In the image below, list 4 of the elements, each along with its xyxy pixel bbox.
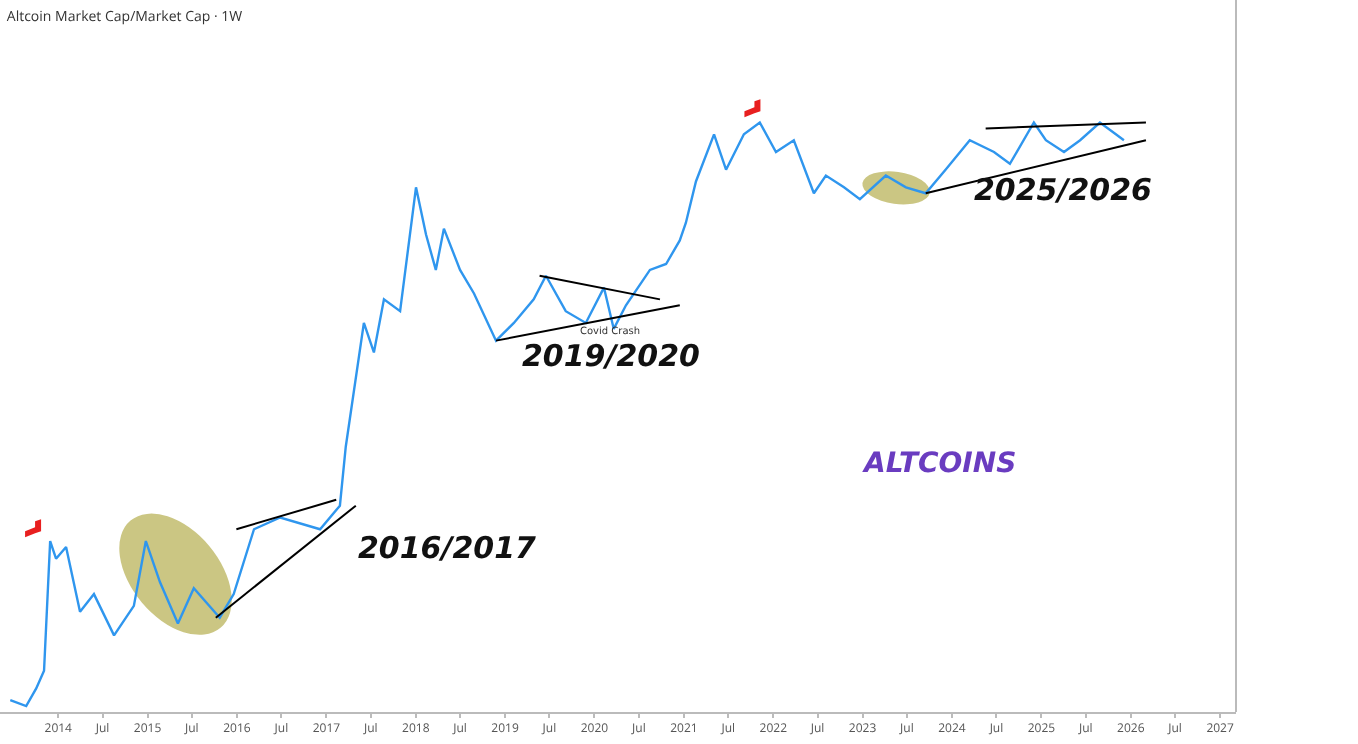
annotation: 2016/2017 <box>358 530 538 566</box>
annotation: 2019/2020 <box>522 338 700 374</box>
annotation: 2025/2026 <box>974 172 1152 208</box>
annotation: ALTCOINS <box>862 448 1017 480</box>
